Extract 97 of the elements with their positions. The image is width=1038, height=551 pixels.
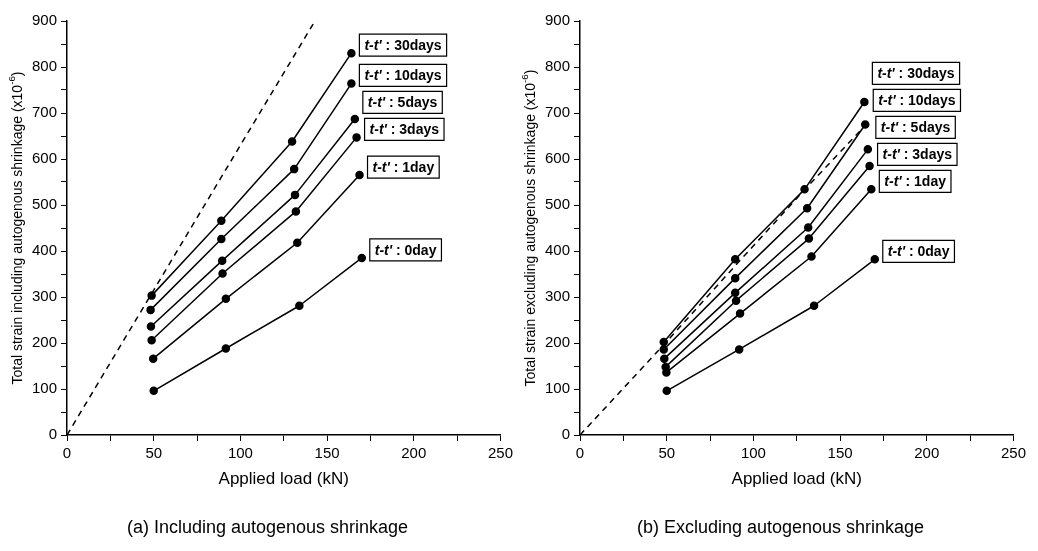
point — [290, 190, 300, 200]
point — [355, 170, 364, 180]
point — [660, 354, 669, 363]
point — [147, 291, 156, 300]
series-label: t-t' : 30days — [364, 37, 442, 54]
x-tick-label: 0 — [575, 444, 585, 462]
x-tick-label: 50 — [145, 444, 163, 462]
point — [217, 234, 226, 244]
y-tick-label: 800 — [32, 57, 58, 75]
point — [730, 273, 740, 283]
y-tick-label: 900 — [32, 11, 58, 29]
point — [863, 145, 873, 154]
point — [730, 288, 740, 298]
y-tick-label: 200 — [32, 333, 58, 351]
point — [809, 301, 819, 310]
y-tick-label: 400 — [32, 241, 58, 259]
point — [867, 185, 876, 194]
point — [659, 345, 669, 354]
series-label: t-t' : 10days — [878, 92, 956, 109]
y-axis-title: Total strain excluding autogenous shrinkage (x10-6) — [519, 69, 538, 387]
y-tick-label: 400 — [545, 241, 571, 259]
y-tick-label: 100 — [32, 379, 58, 397]
y-axis-title: Total strain including autogenous shrinkage (x10-6) — [6, 71, 25, 385]
series-label: t-t' : 10days — [364, 67, 442, 84]
series-label: t-t' : 0day — [887, 243, 950, 260]
series-label: t-t' : 3days — [882, 146, 953, 163]
point — [659, 337, 669, 347]
y-tick-label: 0 — [561, 425, 571, 443]
point — [350, 114, 360, 124]
point — [217, 216, 226, 225]
point — [218, 269, 227, 278]
point — [734, 345, 744, 354]
text: (b) Excluding autogenous shrinkage — [636, 517, 925, 538]
series-label: t-t' : 0day — [374, 241, 437, 258]
point — [804, 234, 814, 243]
x-tick-label: 250 — [1000, 444, 1026, 462]
x-axis-title: Applied load (kN) — [218, 468, 349, 488]
y-tick-label: 700 — [32, 103, 58, 121]
point — [148, 354, 158, 363]
point — [217, 256, 227, 265]
y-tick-label: 200 — [545, 333, 571, 351]
point — [730, 255, 740, 264]
x-axis-title: Applied load (kN) — [731, 468, 862, 488]
point — [735, 309, 745, 318]
point — [803, 223, 813, 232]
point — [352, 133, 361, 142]
point — [347, 79, 356, 88]
y-tick-label: 300 — [32, 287, 58, 305]
x-tick-label: 50 — [658, 444, 676, 462]
point — [731, 296, 741, 305]
point — [357, 253, 367, 263]
y-tick-label: 0 — [48, 425, 58, 443]
x-tick-label: 0 — [62, 444, 72, 462]
x-tick-label: 200 — [914, 444, 940, 462]
y-tick-label: 600 — [32, 149, 58, 167]
y-tick-label: 600 — [545, 149, 571, 167]
point — [661, 362, 670, 372]
y-tick-label: 700 — [545, 103, 571, 121]
y-tick-label: 100 — [545, 379, 571, 397]
y-tick-label: 900 — [545, 11, 571, 29]
series-label: t-t' : 1day — [884, 173, 947, 190]
point — [807, 252, 816, 261]
point — [147, 335, 156, 345]
point — [870, 255, 880, 264]
point — [149, 386, 158, 396]
y-tick-label: 300 — [545, 287, 571, 305]
series-label: t-t' : 5days — [880, 119, 951, 136]
series-label: t-t' : 30days — [877, 65, 955, 82]
point — [146, 322, 156, 331]
y-tick-label: 800 — [545, 57, 571, 75]
x-tick-label: 150 — [314, 444, 340, 462]
y-tick-label: 500 — [32, 195, 58, 213]
point — [802, 203, 812, 213]
point — [800, 185, 809, 194]
point — [293, 238, 302, 247]
point — [146, 305, 155, 315]
y-tick-label: 500 — [545, 195, 571, 213]
x-tick-label: 100 — [740, 444, 766, 462]
series-label: t-t' : 1day — [372, 158, 435, 175]
point — [289, 164, 299, 174]
point — [295, 301, 304, 310]
x-tick-label: 200 — [401, 444, 427, 462]
series-label: t-t' : 5days — [367, 94, 438, 111]
point — [860, 120, 870, 129]
text: (a) Including autogenous shrinkage — [126, 517, 409, 538]
point — [291, 207, 301, 216]
point — [865, 161, 874, 171]
x-tick-label: 100 — [227, 444, 253, 462]
point — [662, 386, 671, 396]
point — [221, 344, 231, 353]
x-tick-label: 150 — [827, 444, 853, 462]
point — [221, 294, 231, 304]
series-label: t-t' : 3days — [369, 121, 440, 138]
x-tick-label: 250 — [487, 444, 513, 462]
point — [287, 137, 297, 146]
point — [860, 97, 869, 107]
point — [347, 48, 356, 58]
